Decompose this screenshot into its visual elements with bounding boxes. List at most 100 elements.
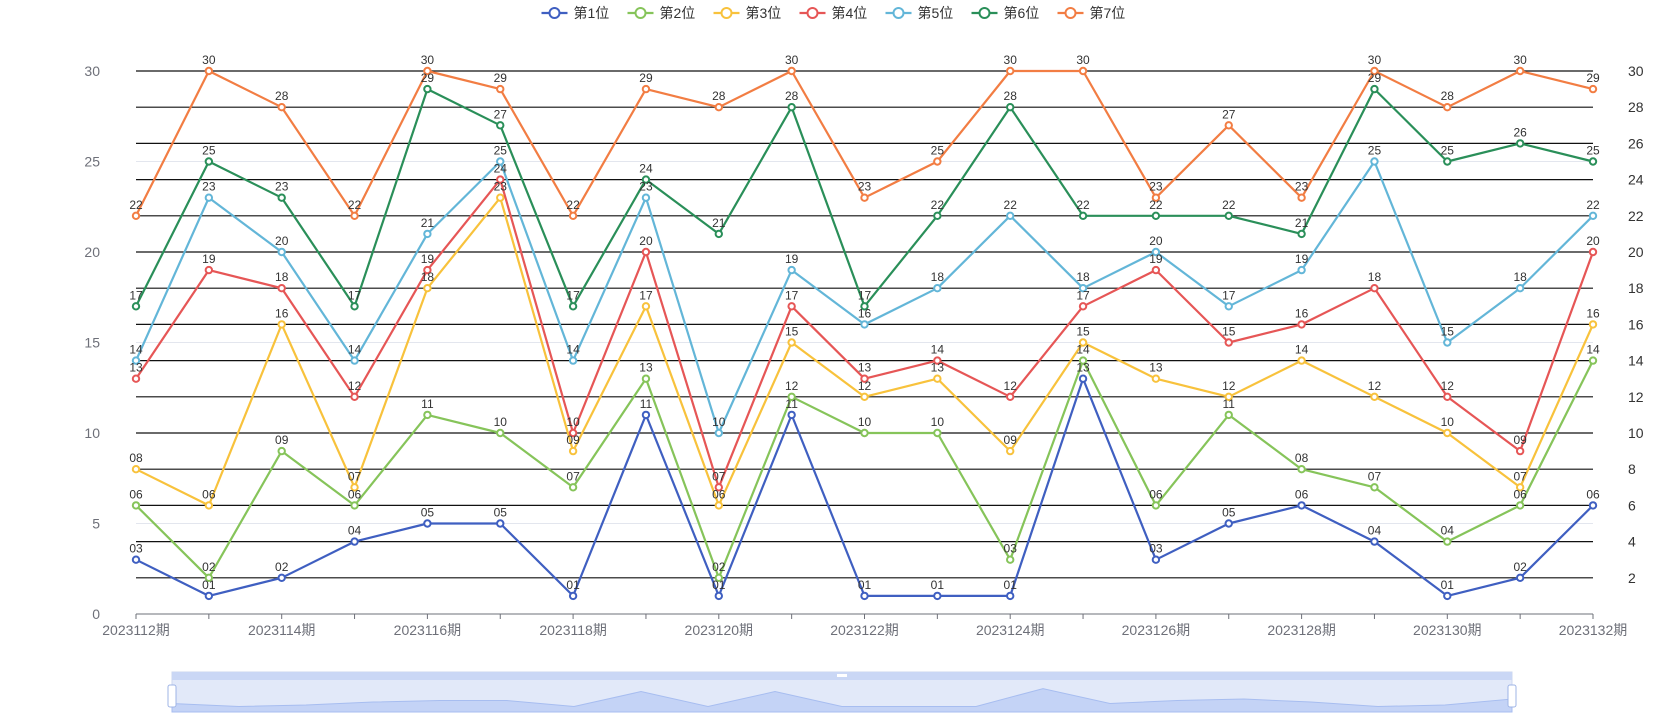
data-label: 15 (1222, 325, 1236, 339)
data-point (350, 356, 359, 365)
legend-item-3[interactable]: 第3位 (713, 5, 782, 21)
data-point (568, 483, 578, 492)
y-left-tick-label: 15 (84, 335, 100, 351)
data-point (131, 302, 141, 311)
data-labels-layer: 03 01 02 04 05 05 01 11 01 11 01 01 01 13 03 05 06 04 01 02… (129, 53, 1600, 592)
data-label: 25 (1441, 144, 1455, 158)
legend-item-1[interactable]: 第1位 (541, 5, 610, 21)
data-label: 01 (712, 578, 726, 592)
legend-label: 第6位 (1004, 5, 1040, 21)
data-label: 30 (1368, 53, 1382, 67)
x-tick-label: 2023126期 (1122, 622, 1191, 638)
data-point (1588, 356, 1598, 365)
data-point (1515, 284, 1525, 293)
data-label: 20 (1149, 234, 1163, 248)
data-label: 21 (712, 216, 726, 230)
legend-item-7[interactable]: 第7位 (1057, 5, 1126, 21)
data-label: 19 (421, 252, 435, 266)
y-right-tick-label: 20 (1628, 244, 1644, 260)
data-label: 01 (1004, 578, 1018, 592)
data-point (131, 356, 141, 365)
legend-item-4[interactable]: 第4位 (799, 5, 868, 21)
data-point (1078, 356, 1088, 365)
legend-marker-icon (548, 7, 561, 19)
data-label: 17 (639, 288, 653, 302)
data-point (277, 320, 286, 329)
data-label: 19 (1295, 252, 1309, 266)
data-label: 07 (1513, 469, 1527, 483)
data-point (1370, 157, 1379, 166)
x-tick-label: 2023128期 (1267, 622, 1336, 638)
data-point (933, 374, 942, 383)
data-label: 11 (785, 397, 798, 411)
data-label: 06 (1149, 487, 1163, 501)
data-label: 17 (1076, 288, 1090, 302)
data-point (860, 428, 869, 438)
data-point (568, 428, 578, 438)
data-point (423, 229, 432, 239)
data-point (496, 428, 505, 438)
legend-item-2[interactable]: 第2位 (627, 5, 696, 21)
zoom-handle-right[interactable] (1507, 684, 1517, 708)
data-point (641, 410, 651, 420)
data-label: 13 (1076, 361, 1090, 375)
data-point (714, 501, 723, 510)
y-right-tick-label: 4 (1628, 534, 1636, 550)
x-tick-label: 2023116期 (394, 622, 461, 638)
data-point (496, 121, 505, 130)
y-left-tick-label: 10 (84, 425, 100, 441)
y-right-tick-label: 24 (1628, 172, 1644, 188)
data-point (568, 211, 578, 221)
data-label: 07 (566, 469, 580, 483)
zoom-handle-left[interactable] (167, 684, 177, 708)
data-point (496, 519, 505, 528)
data-point (350, 392, 359, 401)
data-label: 21 (1295, 216, 1309, 230)
y-left-tick-label: 30 (84, 63, 100, 79)
data-point (641, 84, 651, 94)
data-label: 10 (931, 415, 945, 429)
data-point (1224, 211, 1233, 221)
data-label: 22 (1586, 198, 1600, 212)
data-point (1443, 392, 1452, 401)
y-right-tick-label: 30 (1628, 63, 1644, 79)
data-label: 20 (639, 234, 653, 248)
data-point (1151, 374, 1161, 383)
data-label: 30 (785, 53, 799, 67)
data-label: 10 (712, 415, 726, 429)
data-point (568, 446, 578, 456)
data-point (1370, 537, 1379, 546)
data-zoom-slider[interactable] (167, 671, 1517, 713)
series-layer (131, 66, 1598, 601)
zoom-grip[interactable] (837, 674, 847, 677)
data-point (131, 555, 141, 564)
data-point (350, 537, 359, 546)
data-label: 13 (1149, 361, 1163, 375)
data-label: 13 (858, 361, 872, 375)
data-label: 22 (129, 198, 143, 212)
data-point (277, 103, 286, 112)
data-point (277, 193, 286, 202)
data-label: 11 (1223, 397, 1236, 411)
legend-item-6[interactable]: 第6位 (971, 5, 1040, 21)
y-right-tick-label: 18 (1628, 280, 1644, 296)
data-point (787, 66, 796, 76)
data-point (1078, 211, 1088, 221)
data-label: 28 (785, 89, 799, 103)
legend-item-5[interactable]: 第5位 (885, 5, 954, 21)
data-point (1443, 157, 1452, 166)
data-label: 06 (348, 487, 362, 501)
data-point (860, 374, 869, 383)
data-point (350, 211, 359, 221)
data-point (496, 193, 505, 202)
data-label: 09 (1004, 433, 1018, 447)
data-point (641, 193, 651, 202)
data-label: 09 (275, 433, 289, 447)
data-label: 12 (348, 379, 362, 393)
data-point (860, 193, 869, 202)
data-point (860, 392, 869, 401)
data-label: 29 (639, 71, 653, 85)
data-label: 28 (712, 89, 726, 103)
y-left-tick-label: 20 (84, 244, 100, 260)
data-label: 17 (785, 288, 799, 302)
